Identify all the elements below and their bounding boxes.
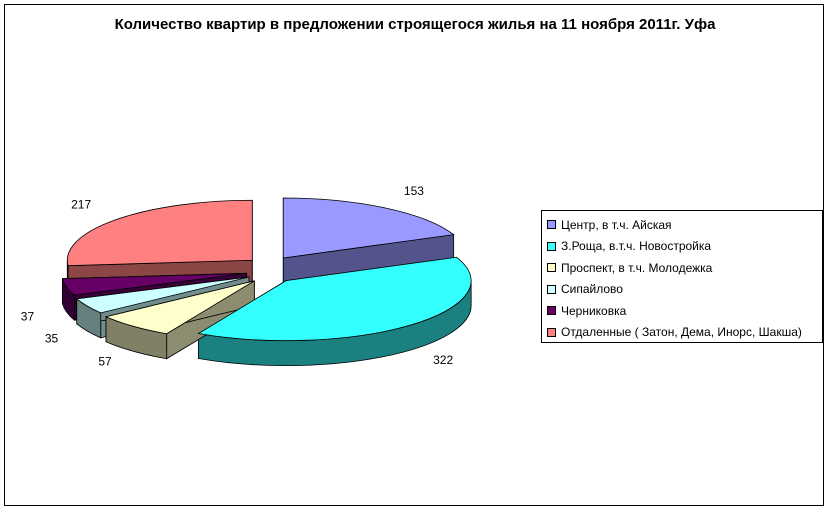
legend-label: Сипайлово <box>561 282 623 297</box>
data-label-0: 153 <box>404 184 424 198</box>
data-label-3: 35 <box>45 331 59 345</box>
pie-slice-3 <box>75 276 250 314</box>
legend-label: Черниковка <box>561 303 627 318</box>
legend-label: Отдаленные ( Затон, Дема, Инорс, Шакша) <box>561 325 802 340</box>
pie-slice-4 <box>61 272 247 296</box>
pie-slice-1 <box>197 256 472 342</box>
legend-swatch <box>547 327 556 337</box>
legend-item: Черниковка <box>542 300 822 322</box>
pie-slice-0 <box>282 197 455 259</box>
data-label-5: 217 <box>71 198 91 212</box>
pie-data-labels: 153 322 57 35 37 217 <box>21 184 454 369</box>
legend-item: Сипайлово <box>542 279 822 301</box>
legend-label: Центр, в т.ч. Айская <box>561 217 672 232</box>
legend-label: Проспект, в т.ч. Молодежка <box>561 260 713 275</box>
data-label-2: 57 <box>98 355 112 369</box>
legend-swatch <box>547 284 556 294</box>
legend-item: З.Роща, в.т.ч. Новостройка <box>542 236 822 258</box>
chart-title: Количество квартир в предложении строяще… <box>114 16 716 33</box>
legend-item: Проспект, в т.ч. Молодежка <box>542 257 822 279</box>
pie-slice-2 <box>104 280 255 335</box>
legend-item: Центр, в т.ч. Айская <box>542 214 822 236</box>
pie-tops <box>61 197 472 342</box>
legend-label: З.Роща, в.т.ч. Новостройка <box>561 239 712 254</box>
legend-swatch <box>547 306 556 316</box>
chart-legend: Центр, в т.ч. Айская З.Роща, в.т.ч. Новос… <box>541 210 823 343</box>
data-label-1: 322 <box>433 353 453 367</box>
data-label-4: 37 <box>21 310 35 324</box>
legend-swatch <box>547 220 556 230</box>
legend-swatch <box>547 241 556 251</box>
legend-item: Отдаленные ( Затон, Дема, Инорс, Шакша) <box>542 322 822 344</box>
pie-slice-5 <box>66 199 253 267</box>
legend-swatch <box>547 263 556 273</box>
